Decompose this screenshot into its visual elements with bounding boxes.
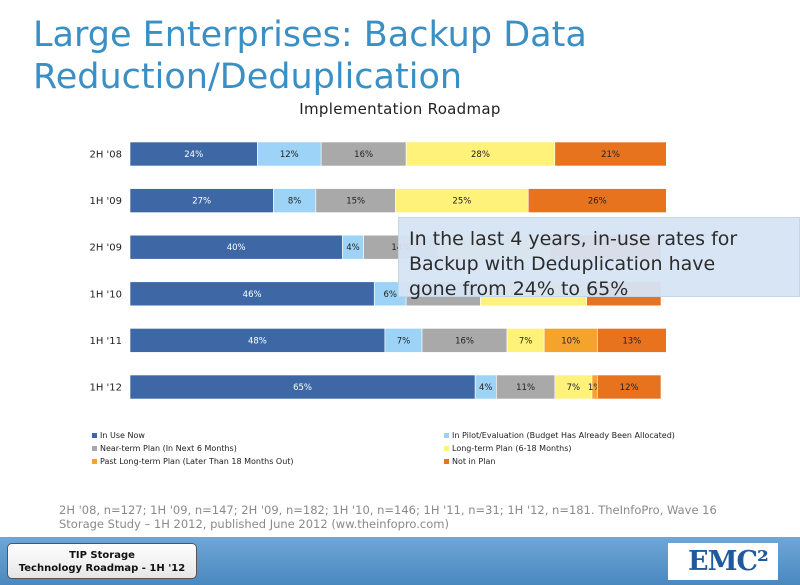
legend-item: Past Long-term Plan (Later Than 18 Month… <box>92 457 294 466</box>
data-label: 7% <box>519 336 533 346</box>
legend-label: Long-term Plan (6-18 Months) <box>452 444 572 453</box>
data-label: 13% <box>622 336 641 346</box>
data-label: 4% <box>346 243 360 253</box>
category-label: 1H '11 <box>89 336 122 347</box>
footer-badge-line-1: TIP Storage <box>69 550 135 561</box>
bar-segment <box>527 188 667 213</box>
data-label: 21% <box>601 150 620 160</box>
legend-swatch <box>92 433 97 438</box>
emc-logo: EMC² <box>688 546 769 577</box>
legend-label: In Use Now <box>100 431 145 440</box>
bar-segment <box>554 374 593 400</box>
data-label: 16% <box>354 150 373 160</box>
footer-badge-line-2: Technology Roadmap - 1H '12 <box>18 563 186 574</box>
data-label: 26% <box>588 197 607 207</box>
data-label: 6% <box>383 290 397 300</box>
legend-item: Near-term Plan (In Next 6 Months) <box>92 444 237 453</box>
bar-segment <box>129 234 343 260</box>
data-label: 11% <box>516 383 535 393</box>
legend-swatch <box>92 459 97 464</box>
data-label: 10% <box>561 336 580 346</box>
data-label: 48% <box>248 336 267 346</box>
bar-segment <box>320 141 407 167</box>
data-label: 40% <box>227 243 246 253</box>
legend-swatch <box>92 446 97 451</box>
callout-box: In the last 4 years, in-use rates for Ba… <box>398 217 800 300</box>
category-label: 1H '10 <box>89 289 122 300</box>
data-label: 24% <box>184 150 203 160</box>
bar-segment <box>129 188 274 213</box>
bar-segment <box>129 328 386 353</box>
data-label: 8% <box>288 197 302 207</box>
legend-swatch <box>444 446 449 451</box>
data-label: 7% <box>397 336 411 346</box>
bar-segment <box>273 188 317 213</box>
data-label: 12% <box>280 150 299 160</box>
stacked-bar-chart: 2H '08 24% 12% 16% 28% 21% 1H '09 27% 8% 15% 25% 26… <box>89 141 667 400</box>
legend-item: In Use Now <box>92 431 145 440</box>
category-label: 2H '08 <box>89 150 122 161</box>
legend-swatch <box>444 433 449 438</box>
legend-item: In Pilot/Evaluation (Budget Has Already … <box>444 431 675 440</box>
bar-segment <box>496 374 556 400</box>
category-label: 1H '09 <box>89 196 122 207</box>
logo-panel <box>668 543 778 580</box>
data-label: 4% <box>479 383 493 393</box>
data-label: 15% <box>346 197 365 207</box>
legend-item: Long-term Plan (6-18 Months) <box>444 444 572 453</box>
bar-segment <box>421 328 508 353</box>
data-label: 7% <box>567 383 581 393</box>
legend-item: Not in Plan <box>444 457 495 466</box>
bar-segment <box>129 374 476 400</box>
data-label: 46% <box>243 290 262 300</box>
bar-segment <box>596 328 667 353</box>
category-label: 2H '09 <box>89 243 122 254</box>
bar-segment <box>506 328 545 353</box>
category-label: 1H '12 <box>89 383 122 394</box>
data-label: 1% <box>588 383 602 393</box>
footer-badge: TIP Storage Technology Roadmap - 1H '12 <box>7 543 197 579</box>
slide-title-line-2: Reduction/Deduplication <box>33 57 463 97</box>
data-label: 16% <box>455 336 474 346</box>
bar-segment <box>257 141 322 167</box>
bar-segment <box>129 281 375 307</box>
bar-segment <box>384 328 423 353</box>
data-label: 28% <box>471 150 490 160</box>
source-note: 2H '08, n=127; 1H '09, n=147; 2H '09, n=… <box>59 503 717 531</box>
bar-segment <box>405 141 556 167</box>
bar-segment <box>315 188 396 213</box>
legend-swatch <box>444 459 449 464</box>
legend-label: Not in Plan <box>452 457 496 466</box>
legend-label: Near-term Plan (In Next 6 Months) <box>100 444 237 453</box>
slide-title: Large Enterprises: Backup Data Reduction… <box>33 14 773 98</box>
data-label: 25% <box>452 197 471 207</box>
data-label: 27% <box>192 197 211 207</box>
legend-label: Past Long-term Plan (Later Than 18 Month… <box>100 457 294 466</box>
bar-segment <box>554 141 667 167</box>
bar-segment <box>543 328 598 353</box>
legend-label: In Pilot/Evaluation (Budget Has Already … <box>452 431 675 440</box>
chart-title: Implementation Roadmap <box>299 100 501 118</box>
slide-title-line-1: Large Enterprises: Backup Data <box>33 15 587 55</box>
data-label: 12% <box>620 383 639 393</box>
bar-segment <box>596 374 662 400</box>
data-label: 65% <box>293 383 312 393</box>
